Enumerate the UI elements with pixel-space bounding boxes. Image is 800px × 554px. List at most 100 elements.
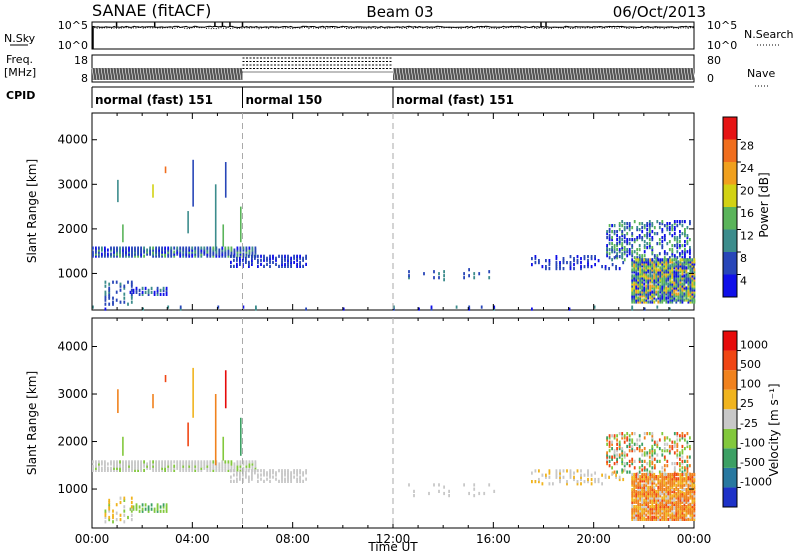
range-cell [657,477,660,481]
range-cell [138,505,141,509]
range-cell [693,505,696,509]
range-cell [651,266,654,270]
range-cell [651,286,654,290]
range-cell [673,490,676,494]
range-cell [167,250,170,254]
range-cell [130,505,133,509]
range-cell [645,280,648,284]
range-cell [104,460,106,464]
range-cell [669,472,672,477]
range-cell [284,477,286,481]
range-cell [651,250,654,254]
range-cell [104,280,107,284]
range-cell [131,246,133,250]
range-cell [245,248,248,252]
freq-hatch [548,67,552,81]
range-cell [104,520,107,524]
range-cell [661,260,664,264]
range-cell [626,238,629,242]
range-cell [108,498,111,502]
range-cell [679,278,682,282]
range-cell [287,473,289,477]
range-cell [646,432,649,436]
range-cell [119,248,121,252]
range-cell [671,515,674,519]
range-cell [676,256,679,260]
range-cell [621,230,624,234]
range-cell [673,517,676,521]
range-cell [248,250,251,254]
range-cell [179,246,182,250]
range-cell [616,248,618,252]
range-cell [661,466,664,470]
range-cell [284,469,286,473]
range-cell [633,292,636,296]
range-cell [653,226,656,230]
range-cell [639,300,642,304]
range-cell [645,274,648,278]
range-cell [645,481,648,485]
range-cell [675,284,678,288]
range-cell [685,268,688,272]
range-cell [653,466,656,470]
range-cell [651,246,654,250]
range-cell [260,469,262,473]
range-cell [657,485,660,489]
range-cell [631,517,634,521]
range-cell [661,470,664,474]
range-cell [649,494,652,498]
range-cell [275,473,277,477]
range-cell [224,464,227,468]
range-cell [691,475,694,479]
range-cell [132,288,135,292]
range-cell [637,262,640,266]
range-cell [113,464,115,468]
range-cell [655,286,658,290]
range-cell [635,496,638,500]
range-cell [122,462,124,466]
range-cell [649,262,652,266]
range-cell [98,248,100,252]
freq-hatch [437,67,441,81]
range-cell [691,507,694,511]
range-cell [635,481,638,485]
range-cell [691,483,694,487]
range-cell [653,511,656,515]
colorbar-segment [723,331,737,351]
range-cell [649,513,652,517]
range-cell [242,460,245,464]
range-cell [663,236,666,240]
cpid-change-markers [242,113,394,528]
range-cell [648,230,651,234]
range-cell [628,438,631,442]
range-cell [633,490,636,494]
range-cell [641,442,644,446]
freq-hatch [617,67,621,81]
freq-hatch [407,67,411,81]
range-cell [656,442,659,446]
range-cell [123,296,126,300]
freq-hatch [235,67,239,81]
range-cell [667,276,670,280]
range-cell [242,254,245,258]
range-cell [590,255,593,259]
range-cell [281,260,283,264]
range-cell [684,244,686,248]
range-cell [633,509,636,513]
range-cell [684,250,686,254]
range-cell [638,466,641,470]
range-cell [275,256,277,260]
range-cell [587,469,589,473]
range-cell [663,487,666,492]
range-cell [182,460,185,464]
range-cell [108,515,111,520]
x-tick-label: 04:00 [175,532,210,546]
range-cell [236,246,239,250]
freq-hatch [659,67,663,81]
range-cell [649,264,652,268]
range-cell [676,434,679,438]
range-cell [628,470,631,474]
range-cell [130,507,133,511]
range-cell [691,270,694,274]
